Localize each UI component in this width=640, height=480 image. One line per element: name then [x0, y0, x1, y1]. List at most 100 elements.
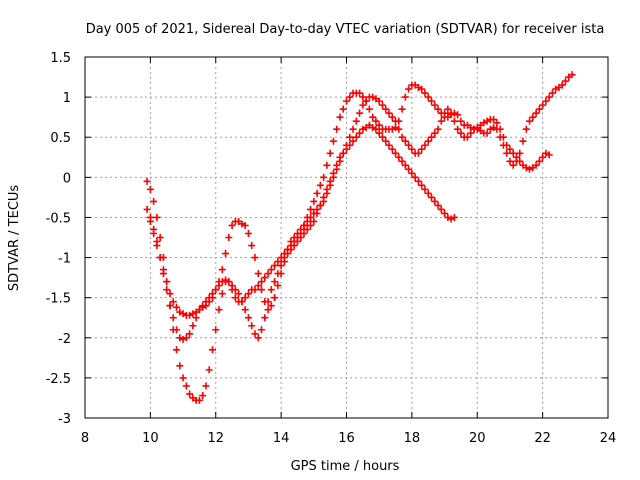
data-point	[421, 185, 429, 193]
data-point	[179, 374, 187, 382]
data-point	[418, 145, 426, 153]
data-point	[434, 125, 442, 133]
data-point	[457, 129, 465, 137]
data-point	[519, 137, 527, 145]
data-point	[176, 362, 184, 370]
data-point	[486, 125, 494, 133]
data-point	[375, 121, 383, 129]
data-point	[470, 125, 478, 133]
data-point	[542, 97, 550, 105]
data-point	[378, 101, 386, 109]
data-point	[421, 89, 429, 97]
x-tick-label: 8	[81, 431, 89, 446]
data-point	[244, 229, 252, 237]
data-point	[369, 113, 377, 121]
data-point	[143, 205, 151, 213]
data-point	[202, 382, 210, 390]
data-point	[454, 111, 462, 119]
data-point	[228, 282, 236, 290]
data-point	[434, 201, 442, 209]
y-tick-label: 0	[63, 171, 71, 186]
data-point	[310, 209, 318, 217]
data-point	[169, 314, 177, 322]
data-point	[336, 113, 344, 121]
data-point	[225, 234, 233, 241]
data-point	[365, 105, 373, 113]
data-point	[261, 298, 269, 306]
data-point	[195, 396, 203, 404]
data-point	[562, 77, 570, 85]
data-point	[215, 278, 223, 286]
data-point	[316, 201, 324, 209]
data-point	[231, 294, 239, 302]
data-point	[405, 85, 413, 93]
data-point	[258, 278, 266, 286]
data-point	[352, 133, 360, 141]
data-point	[395, 153, 403, 161]
data-point	[385, 109, 393, 117]
data-point	[179, 335, 187, 343]
data-point	[532, 109, 540, 117]
data-point	[274, 258, 282, 266]
data-point	[271, 262, 279, 270]
y-tick-label: 1	[63, 91, 71, 106]
data-point	[313, 205, 321, 213]
data-point	[343, 141, 350, 149]
data-point	[326, 181, 334, 189]
data-point	[356, 129, 364, 137]
data-point	[418, 85, 426, 93]
data-point	[153, 242, 161, 250]
data-point	[369, 93, 377, 101]
data-point	[450, 117, 458, 125]
data-point	[326, 149, 334, 157]
y-tick-label: -1.5	[46, 292, 71, 307]
data-point	[310, 217, 318, 225]
data-point	[264, 270, 272, 278]
data-point	[277, 270, 285, 278]
data-point	[447, 109, 455, 117]
data-point	[208, 346, 216, 354]
data-point	[284, 246, 292, 254]
data-point	[146, 217, 154, 225]
data-point	[166, 290, 174, 298]
y-axis-label: SDTVAR / TECUs	[7, 185, 22, 292]
data-point	[506, 145, 514, 153]
data-point	[303, 225, 311, 233]
data-point	[424, 137, 432, 145]
data-point	[378, 133, 386, 141]
data-point	[271, 294, 279, 302]
data-point	[261, 274, 269, 282]
x-tick-label: 16	[338, 431, 355, 446]
data-point	[251, 330, 259, 338]
data-point	[343, 97, 350, 105]
data-point	[222, 250, 230, 258]
data-point	[293, 238, 301, 246]
data-point	[447, 215, 455, 223]
data-point	[307, 213, 315, 221]
data-point	[248, 322, 256, 330]
data-point	[427, 133, 435, 141]
x-tick-label: 24	[600, 431, 617, 446]
x-tick-label: 10	[142, 431, 159, 446]
data-point	[267, 266, 275, 274]
data-point	[208, 294, 216, 302]
data-point	[143, 177, 151, 185]
data-points	[143, 71, 576, 404]
data-point	[287, 238, 295, 246]
data-point	[271, 278, 279, 286]
data-point	[264, 306, 272, 314]
data-point	[320, 197, 328, 205]
data-point	[509, 161, 517, 169]
data-point	[254, 334, 262, 342]
data-point	[241, 221, 249, 229]
x-axis-label: GPS time / hours	[291, 459, 400, 474]
data-point	[218, 266, 226, 274]
data-point	[150, 197, 158, 205]
data-point	[444, 213, 452, 221]
data-point	[166, 302, 174, 310]
data-point	[372, 125, 380, 133]
data-point	[173, 346, 181, 354]
y-tick-label: -1	[58, 252, 71, 267]
x-tick-label: 22	[534, 431, 551, 446]
